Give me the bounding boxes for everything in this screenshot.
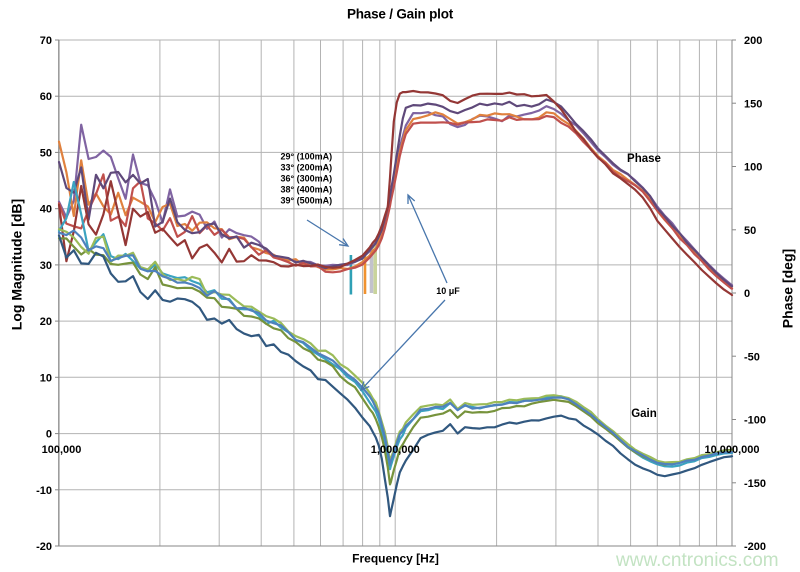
svg-text:40: 40 <box>40 204 52 216</box>
svg-text:70: 70 <box>40 35 52 47</box>
svg-text:0: 0 <box>46 429 52 441</box>
svg-text:36° (300mA): 36° (300mA) <box>281 174 333 184</box>
svg-text:20: 20 <box>40 316 52 328</box>
svg-text:10: 10 <box>40 372 52 384</box>
svg-text:200: 200 <box>744 35 762 47</box>
svg-text:150: 150 <box>744 98 762 110</box>
svg-text:-200: -200 <box>744 541 766 553</box>
svg-text:39° (500mA): 39° (500mA) <box>281 196 333 206</box>
svg-text:Frequency [Hz]: Frequency [Hz] <box>352 552 439 566</box>
svg-text:Phase [deg]: Phase [deg] <box>779 249 795 328</box>
svg-text:Phase: Phase <box>627 153 661 165</box>
svg-text:60: 60 <box>40 91 52 103</box>
svg-text:-150: -150 <box>744 478 766 490</box>
svg-text:-50: -50 <box>744 351 760 363</box>
svg-text:10 μF: 10 μF <box>436 286 460 296</box>
svg-text:50: 50 <box>744 225 756 237</box>
svg-text:38° (400mA): 38° (400mA) <box>281 185 333 195</box>
svg-text:Phase / Gain plot: Phase / Gain plot <box>347 7 454 22</box>
svg-text:-20: -20 <box>36 541 52 553</box>
svg-text:33° (200mA): 33° (200mA) <box>281 163 333 173</box>
svg-text:Gain: Gain <box>631 408 657 420</box>
svg-text:www.cntronics.com: www.cntronics.com <box>615 550 779 571</box>
svg-text:Log Magnitude [dB]: Log Magnitude [dB] <box>8 199 24 330</box>
svg-text:30: 30 <box>40 260 52 272</box>
svg-text:-100: -100 <box>744 415 766 427</box>
svg-text:29° (100mA): 29° (100mA) <box>281 152 333 162</box>
svg-text:0: 0 <box>744 288 750 300</box>
svg-text:100,000: 100,000 <box>42 444 82 456</box>
svg-text:1,000,000: 1,000,000 <box>371 444 420 456</box>
svg-text:10,000,000: 10,000,000 <box>704 444 759 456</box>
svg-text:50: 50 <box>40 147 52 159</box>
svg-text:100: 100 <box>744 162 762 174</box>
svg-text:-10: -10 <box>36 485 52 497</box>
